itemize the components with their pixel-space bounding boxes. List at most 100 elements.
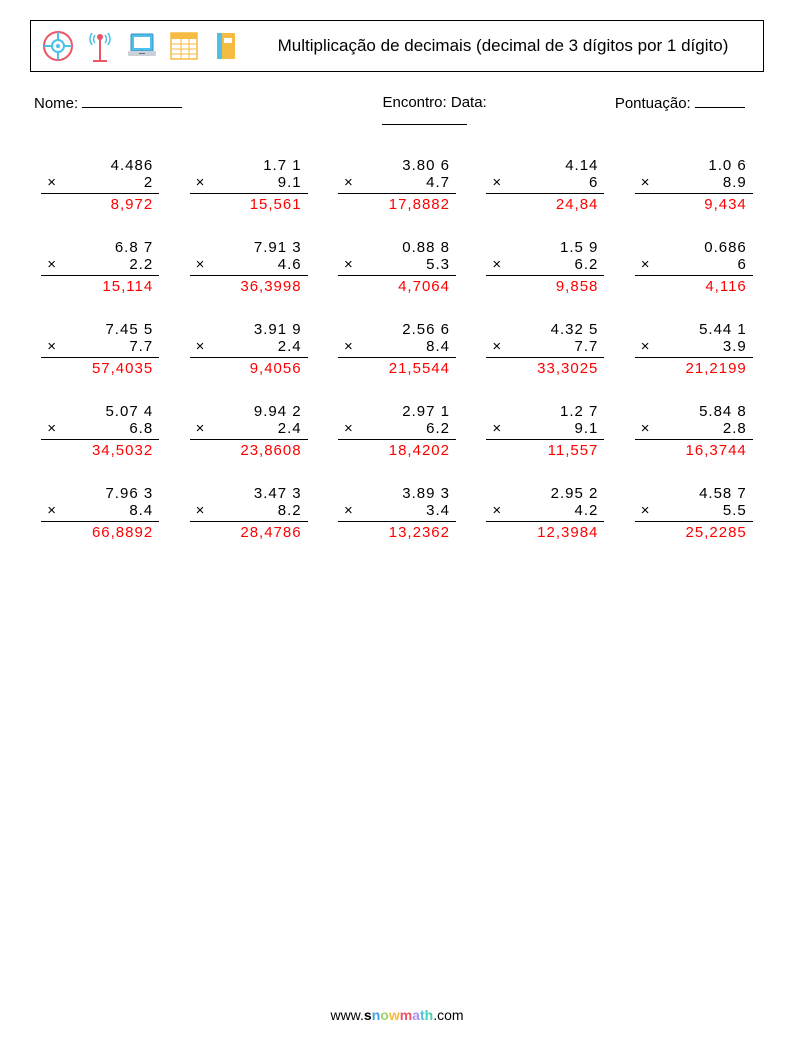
problem: 2.56 6×8.421,5544 bbox=[338, 321, 456, 377]
rule-line bbox=[41, 357, 159, 358]
multiply-sign: × bbox=[641, 338, 650, 355]
multiply-sign: × bbox=[196, 174, 205, 191]
multiplier: 2.4 bbox=[278, 338, 302, 355]
multiply-sign: × bbox=[492, 502, 501, 519]
multiplicand: 3.80 6 bbox=[402, 157, 456, 174]
rule-line bbox=[338, 521, 456, 522]
multiplicand: 1.5 9 bbox=[560, 239, 604, 256]
multiplier: 3.4 bbox=[426, 502, 450, 519]
multiply-sign: × bbox=[344, 420, 353, 437]
problem: 1.7 1×9.115,561 bbox=[190, 157, 308, 213]
problems-grid: 4.486×28,9721.7 1×9.115,5613.80 6×4.717,… bbox=[30, 137, 764, 541]
rule-line bbox=[190, 439, 308, 440]
multiplicand: 0.686 bbox=[704, 239, 753, 256]
multiply-sign: × bbox=[492, 174, 501, 191]
answer: 15,561 bbox=[250, 196, 308, 213]
pont-label: Pontuação: bbox=[615, 95, 691, 112]
answer: 25,2285 bbox=[686, 524, 753, 541]
multiplicand: 1.0 6 bbox=[708, 157, 752, 174]
problem: 5.44 1×3.921,2199 bbox=[635, 321, 753, 377]
header-box: Multiplicação de decimais (decimal de 3 … bbox=[30, 20, 764, 72]
footer-prefix: www. bbox=[330, 1007, 363, 1023]
multiply-sign: × bbox=[47, 502, 56, 519]
rule-line bbox=[486, 439, 604, 440]
answer: 33,3025 bbox=[537, 360, 604, 377]
answer: 4,116 bbox=[705, 278, 752, 295]
answer: 21,5544 bbox=[389, 360, 456, 377]
rule-line bbox=[190, 275, 308, 276]
multiplier: 8.4 bbox=[129, 502, 153, 519]
rule-line bbox=[338, 357, 456, 358]
rule-line bbox=[190, 521, 308, 522]
icons-group bbox=[31, 29, 243, 63]
answer: 9,4056 bbox=[250, 360, 308, 377]
multiplier: 9.1 bbox=[575, 420, 599, 437]
multiplier: 7.7 bbox=[129, 338, 153, 355]
multiplier: 5.3 bbox=[426, 256, 450, 273]
problem: 2.97 1×6.218,4202 bbox=[338, 403, 456, 459]
multiply-sign: × bbox=[47, 174, 56, 191]
problem: 9.94 2×2.423,8608 bbox=[190, 403, 308, 459]
answer: 11,557 bbox=[548, 442, 605, 459]
answer: 15,114 bbox=[102, 278, 159, 295]
multiply-sign: × bbox=[641, 256, 650, 273]
rule-line bbox=[635, 521, 753, 522]
answer: 28,4786 bbox=[240, 524, 307, 541]
rule-line bbox=[486, 193, 604, 194]
problem: 4.32 5×7.733,3025 bbox=[486, 321, 604, 377]
answer: 12,3984 bbox=[537, 524, 604, 541]
multiply-sign: × bbox=[344, 174, 353, 191]
problem: 5.07 4×6.834,5032 bbox=[41, 403, 159, 459]
answer: 57,4035 bbox=[92, 360, 159, 377]
rule-line bbox=[41, 521, 159, 522]
multiply-sign: × bbox=[492, 338, 501, 355]
multiply-sign: × bbox=[196, 502, 205, 519]
footer: www.snowmath.com bbox=[0, 1007, 794, 1023]
encontro-label: Encontro: bbox=[382, 94, 446, 111]
data-label: Data: bbox=[451, 94, 487, 111]
multiplier: 2.8 bbox=[723, 420, 747, 437]
footer-brand: snowmath bbox=[364, 1007, 433, 1023]
rule-line bbox=[41, 193, 159, 194]
multiplicand: 2.56 6 bbox=[402, 321, 456, 338]
answer: 4,7064 bbox=[398, 278, 456, 295]
worksheet-title: Multiplicação de decimais (decimal de 3 … bbox=[243, 31, 763, 60]
multiplicand: 7.91 3 bbox=[254, 239, 308, 256]
answer: 21,2199 bbox=[686, 360, 753, 377]
multiply-sign: × bbox=[641, 174, 650, 191]
problem: 7.91 3×4.636,3998 bbox=[190, 239, 308, 295]
multiplier: 6 bbox=[589, 174, 598, 191]
multiplicand: 5.84 8 bbox=[699, 403, 753, 420]
data-blank bbox=[382, 111, 467, 125]
multiplicand: 9.94 2 bbox=[254, 403, 308, 420]
problem: 1.0 6×8.99,434 bbox=[635, 157, 753, 213]
multiplier: 7.7 bbox=[575, 338, 599, 355]
multiplier: 8.4 bbox=[426, 338, 450, 355]
rule-line bbox=[41, 439, 159, 440]
footer-suffix: .com bbox=[433, 1007, 463, 1023]
answer: 13,2362 bbox=[389, 524, 456, 541]
answer: 17,8882 bbox=[389, 196, 456, 213]
rule-line bbox=[338, 275, 456, 276]
rule-line bbox=[486, 357, 604, 358]
multiply-sign: × bbox=[47, 338, 56, 355]
multiply-sign: × bbox=[641, 502, 650, 519]
multiplicand: 5.07 4 bbox=[105, 403, 159, 420]
multiplicand: 7.96 3 bbox=[105, 485, 159, 502]
problem: 3.47 3×8.228,4786 bbox=[190, 485, 308, 541]
multiplicand: 4.486 bbox=[111, 157, 160, 174]
answer: 9,858 bbox=[556, 278, 605, 295]
rule-line bbox=[635, 357, 753, 358]
multiplicand: 4.58 7 bbox=[699, 485, 753, 502]
multiplier: 4.7 bbox=[426, 174, 450, 191]
answer: 9,434 bbox=[704, 196, 753, 213]
multiplier: 5.5 bbox=[723, 502, 747, 519]
problem: 4.58 7 × 5.5 25,2285 bbox=[635, 485, 753, 541]
rule-line bbox=[635, 193, 753, 194]
problem: 5.84 8×2.816,3744 bbox=[635, 403, 753, 459]
nome-blank bbox=[82, 94, 182, 108]
answer: 23,8608 bbox=[240, 442, 307, 459]
rule-line bbox=[190, 193, 308, 194]
answer: 66,8892 bbox=[92, 524, 159, 541]
multiplier: 8.2 bbox=[278, 502, 302, 519]
